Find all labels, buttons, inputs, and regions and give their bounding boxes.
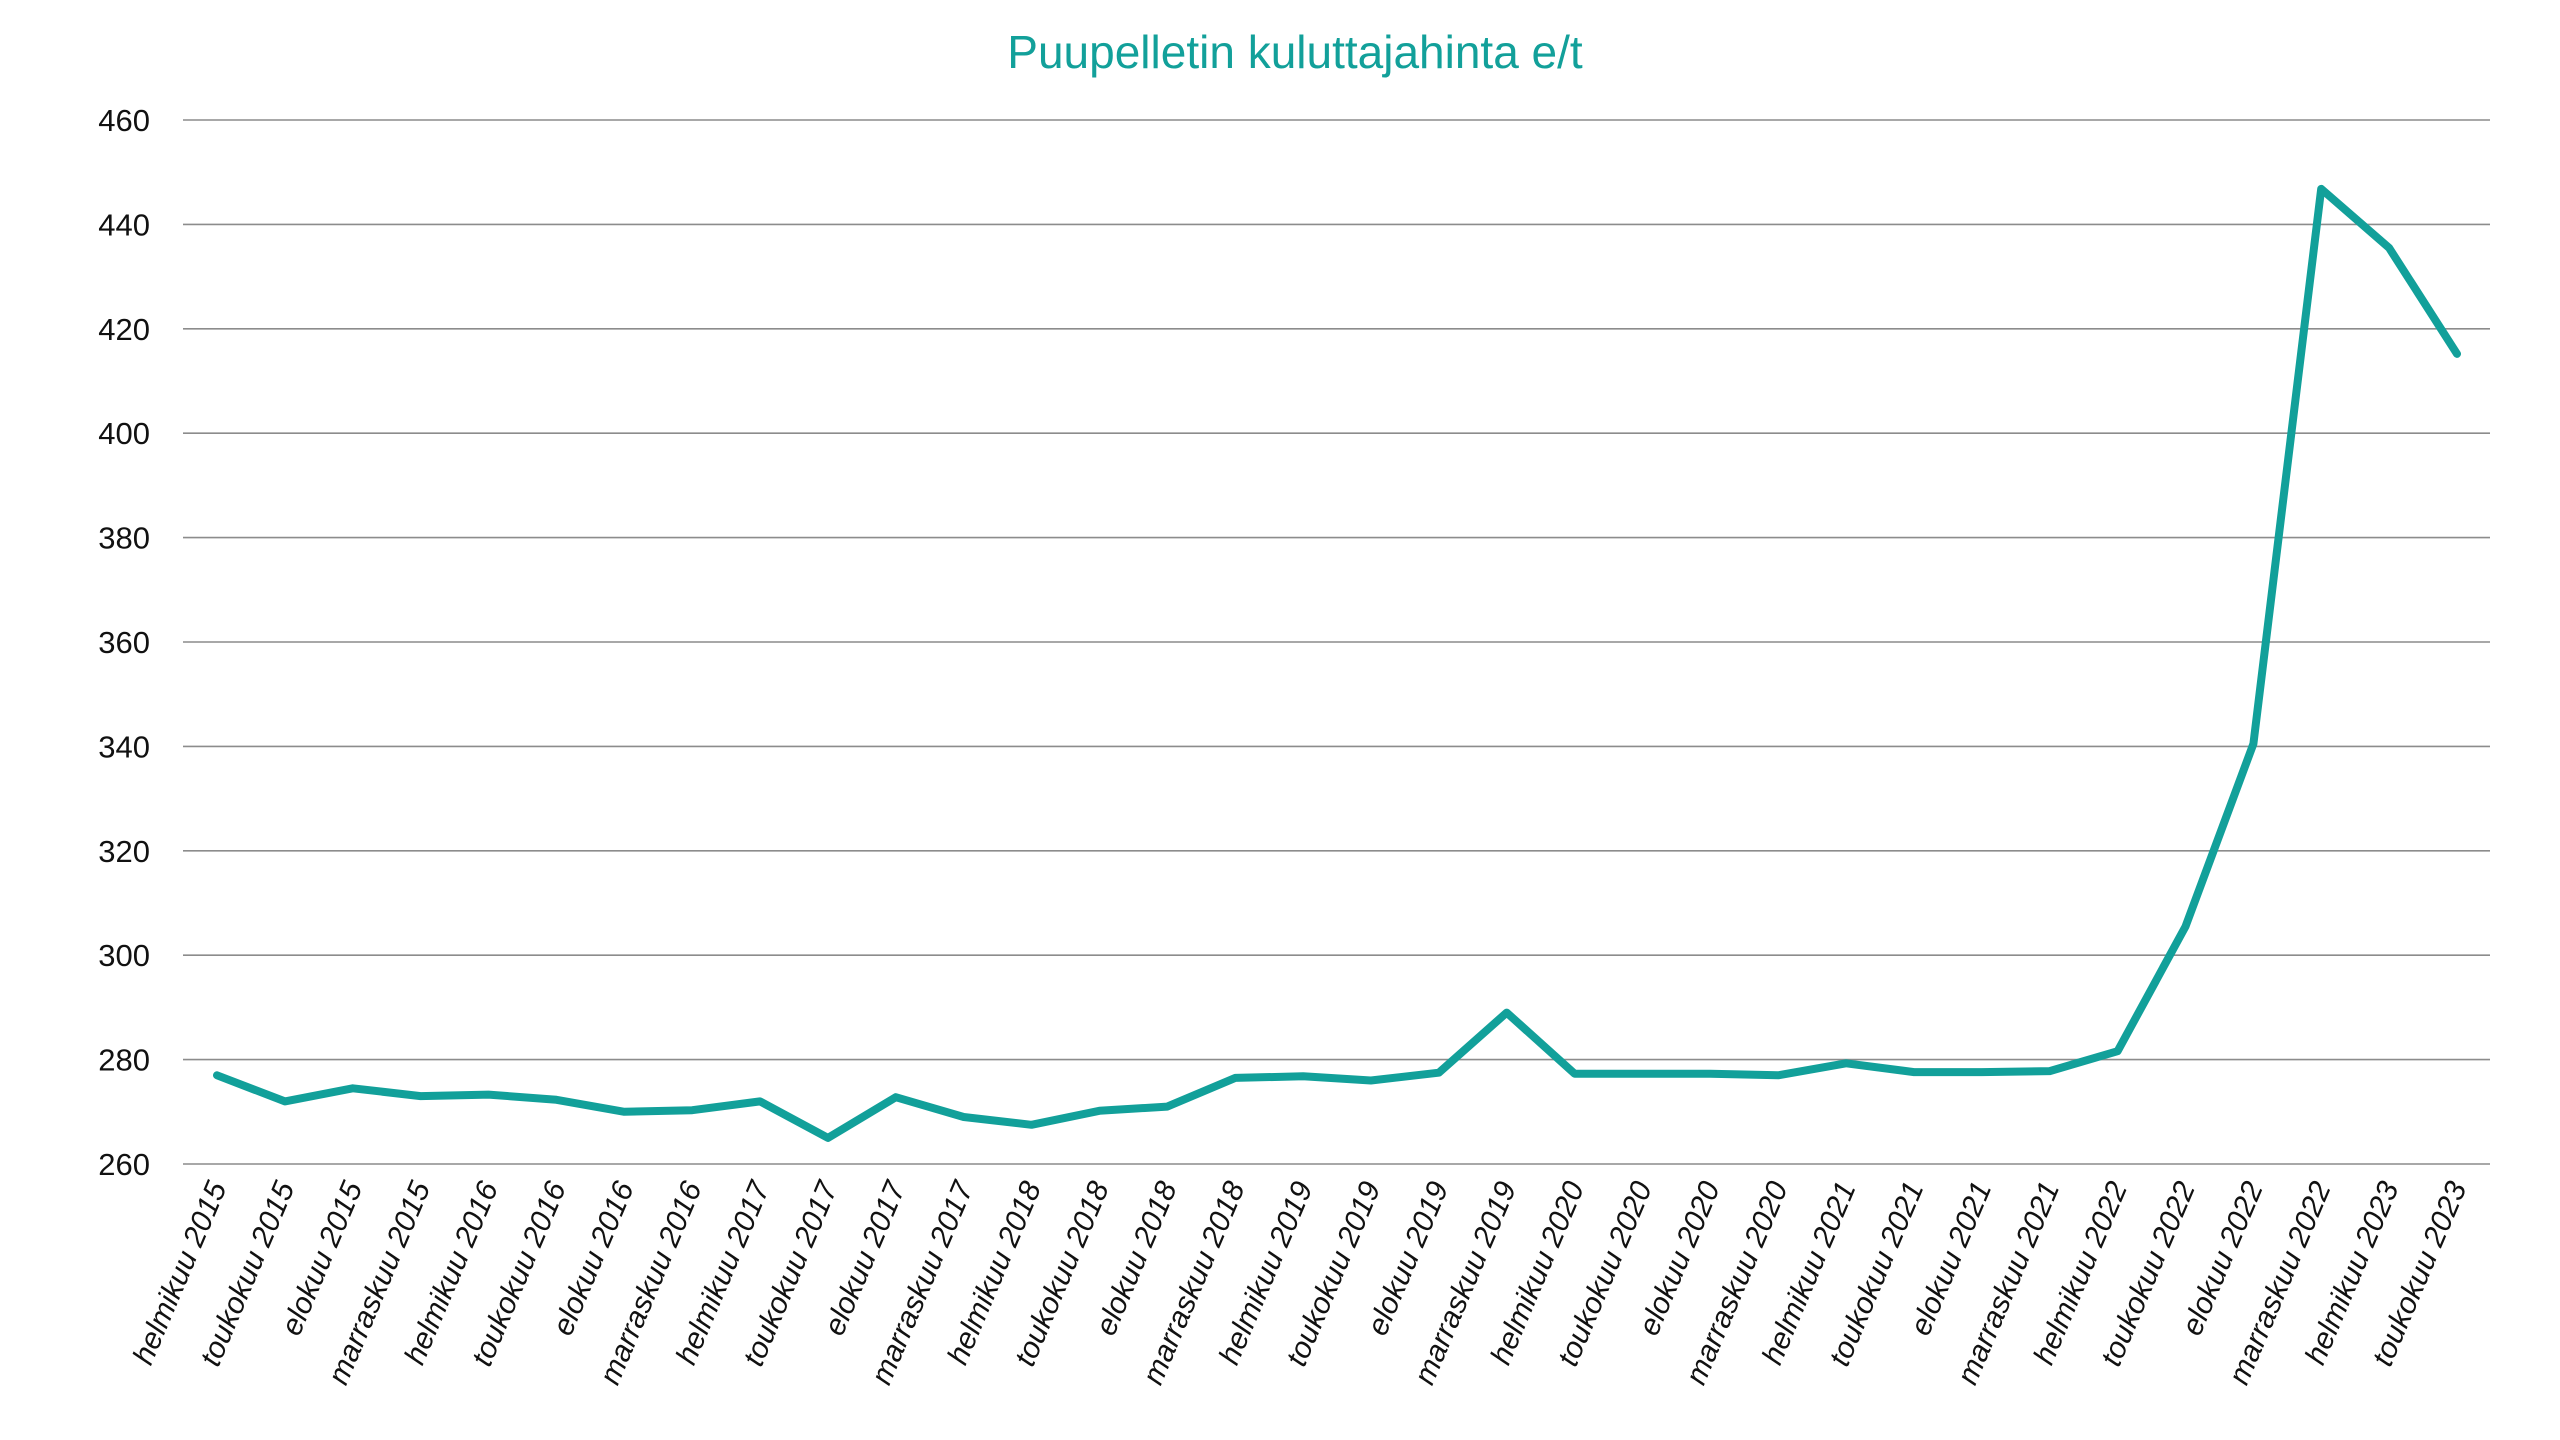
y-tick-label-320: 320 bbox=[98, 834, 150, 869]
y-tick-label-340: 340 bbox=[98, 729, 150, 764]
y-tick-label-400: 400 bbox=[98, 416, 150, 451]
y-tick-label-380: 380 bbox=[98, 521, 150, 556]
y-tick-label-420: 420 bbox=[98, 312, 150, 347]
series-line-0 bbox=[217, 189, 2457, 1138]
y-tick-label-360: 360 bbox=[98, 625, 150, 660]
y-tick-label-280: 280 bbox=[98, 1043, 150, 1078]
y-tick-label-460: 460 bbox=[98, 103, 150, 138]
y-tick-label-440: 440 bbox=[98, 207, 150, 242]
y-axis: 260 280 300 320 340 360 380 400 420 440 460 bbox=[98, 103, 150, 1182]
chart-title: Puupelletin kuluttajahinta e/t bbox=[1007, 26, 1583, 78]
y-tick-label-260: 260 bbox=[98, 1147, 150, 1182]
y-tick-label-300: 300 bbox=[98, 938, 150, 973]
series-group bbox=[217, 189, 2457, 1138]
